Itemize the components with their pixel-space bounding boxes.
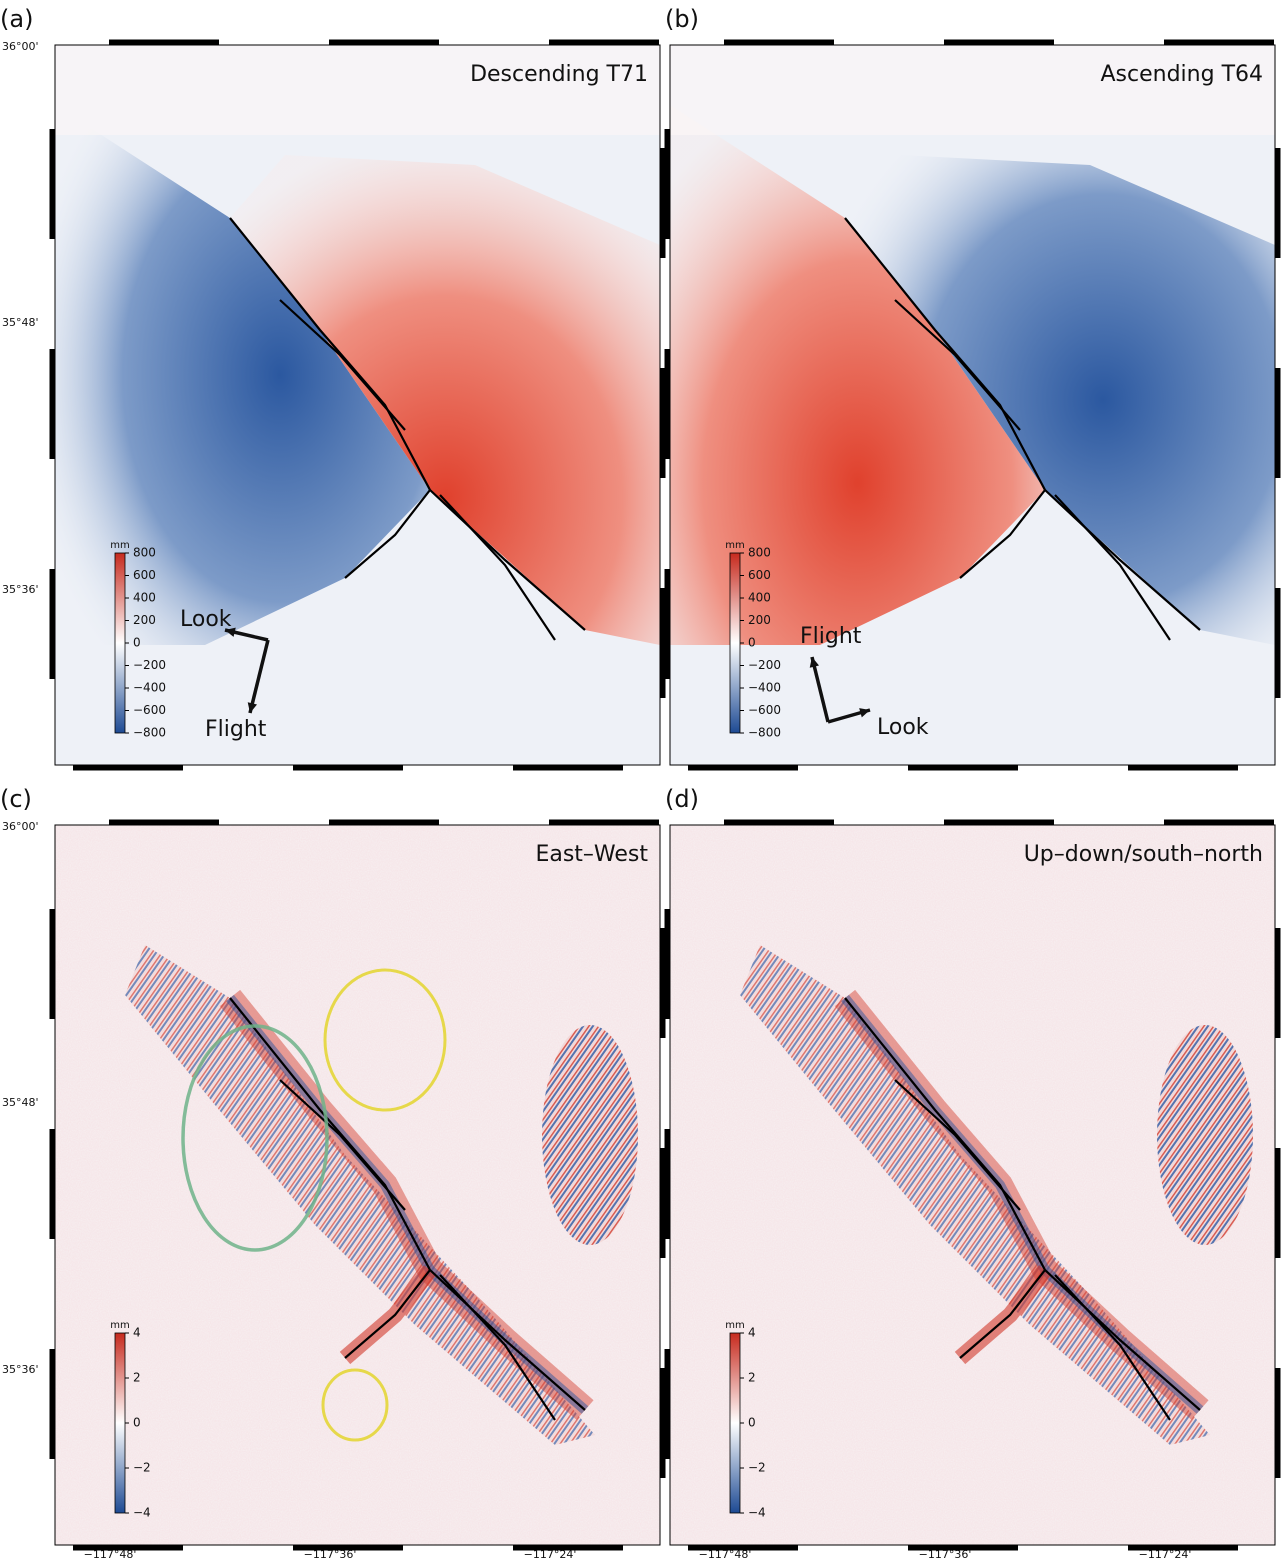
map [670, 45, 1275, 765]
look-label: Look [180, 607, 232, 632]
colorbar-tick-label: −2 [748, 1461, 766, 1475]
colorbar-tick-label: 800 [133, 546, 156, 560]
figure: (a)Descending T71mm8006004002000−200−400… [0, 0, 1281, 1562]
colorbar-tick-label: 600 [748, 568, 771, 582]
lat-label: 36°00' [2, 820, 39, 833]
colorbar-tick-label: 600 [133, 568, 156, 582]
colorbar-tick-label: −200 [133, 658, 166, 672]
colorbar-unit: mm [110, 1320, 129, 1331]
panel-title: Up–down/south–north [1024, 842, 1263, 867]
lon-label: −117°36' [304, 1548, 357, 1561]
colorbar-tick-label: −400 [133, 681, 166, 695]
colorbar-unit: mm [725, 540, 744, 551]
colorbar-tick-label: 0 [748, 1416, 756, 1430]
map-panel: Descending T71 mm 800 600 400 200 0 −200 −400 −60… [52, 42, 663, 768]
map-panel: Up–down/south–north mm 4 2 0 −2 −4 [667, 822, 1278, 1548]
panel-label: (d) [665, 785, 699, 813]
flight-label: Flight [205, 717, 267, 742]
map [55, 825, 660, 1545]
colorbar-tick-label: −600 [133, 703, 166, 717]
lat-label: 35°48' [2, 1096, 39, 1109]
colorbar-tick-label: 4 [748, 1326, 756, 1340]
colorbar-tick-label: 0 [133, 1416, 141, 1430]
colorbar-tick-label: −200 [748, 658, 781, 672]
colorbar-unit: mm [725, 1320, 744, 1331]
colorbar-tick-label: −800 [133, 726, 166, 740]
lon-label: −117°24' [524, 1548, 577, 1561]
flight-label: Flight [800, 624, 862, 649]
colorbar [115, 1333, 125, 1513]
deformation-blob [542, 1025, 638, 1245]
colorbar-tick-label: −4 [748, 1506, 766, 1520]
colorbar-tick-label: 400 [748, 591, 771, 605]
colorbar-tick-label: 0 [133, 636, 141, 650]
colorbar-tick-label: 4 [133, 1326, 141, 1340]
map-panel: Ascending T64 mm 800 600 400 200 0 −200 −400 −600… [667, 42, 1278, 768]
panel-label: (a) [0, 5, 33, 33]
panel-title: Descending T71 [470, 62, 648, 87]
panel-label: (b) [665, 5, 699, 33]
colorbar-tick-label: 2 [133, 1371, 141, 1385]
colorbar [730, 553, 740, 733]
panel-title: East–West [535, 842, 648, 867]
panel-title: Ascending T64 [1101, 62, 1264, 87]
colorbar-unit: mm [110, 540, 129, 551]
lon-label: −117°24' [1139, 1548, 1192, 1561]
lat-label: 35°36' [2, 583, 39, 596]
map-panel: East–West mm 4 2 0 −2 −4 [52, 822, 663, 1548]
colorbar-tick-label: 400 [133, 591, 156, 605]
colorbar-tick-label: 0 [748, 636, 756, 650]
colorbar [730, 1333, 740, 1513]
lat-label: 35°36' [2, 1363, 39, 1376]
colorbar-tick-label: −600 [748, 703, 781, 717]
colorbar-tick-label: −800 [748, 726, 781, 740]
colorbar-tick-label: 200 [748, 613, 771, 627]
colorbar-tick-label: 200 [133, 613, 156, 627]
deformation-blob [1157, 1025, 1253, 1245]
colorbar-tick-label: 800 [748, 546, 771, 560]
colorbar-tick-label: −400 [748, 681, 781, 695]
colorbar-tick-label: −2 [133, 1461, 151, 1475]
fade-top [55, 45, 660, 135]
look-label: Look [877, 715, 929, 740]
colorbar-tick-label: 2 [748, 1371, 756, 1385]
panel-label: (c) [0, 785, 32, 813]
lat-label: 35°48' [2, 316, 39, 329]
map [670, 825, 1275, 1545]
colorbar [115, 553, 125, 733]
map [55, 45, 660, 765]
colorbar-tick-label: −4 [133, 1506, 151, 1520]
fade-top [670, 45, 1275, 135]
lon-label: −117°36' [919, 1548, 972, 1561]
lon-label: −117°48' [84, 1548, 137, 1561]
lat-label: 36°00' [2, 40, 39, 53]
lon-label: −117°48' [699, 1548, 752, 1561]
